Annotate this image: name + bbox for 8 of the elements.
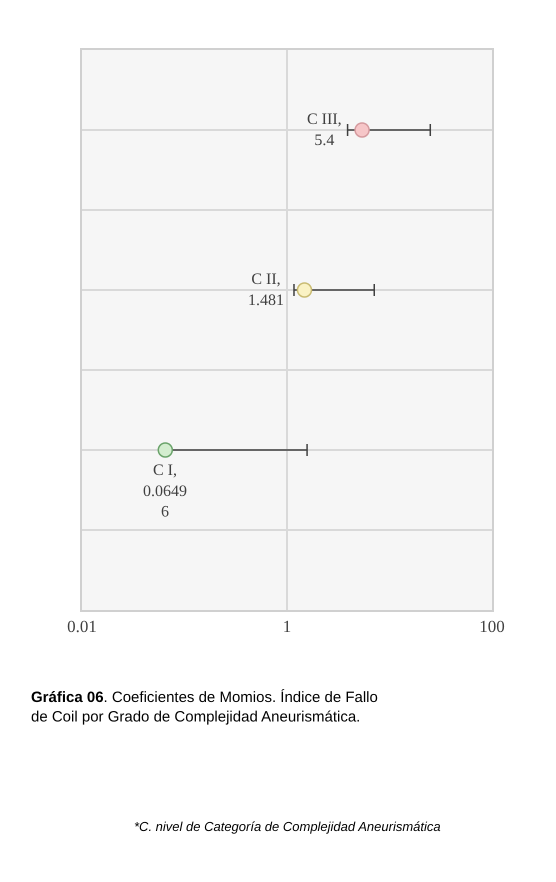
x-tick-label: 0.01	[67, 617, 97, 636]
x-tick-label: 100	[479, 617, 505, 636]
data-label: C I, 0.06496	[143, 462, 187, 521]
x-tick-label: 1	[282, 617, 292, 636]
data-label: C III, 5.4	[307, 111, 342, 149]
data-label: C II, 1.481	[248, 271, 284, 309]
text: *C. nivel de Categoría de Complejidad Aneurismática	[134, 819, 441, 834]
text: Gráfica 06. Coeficientes de Momios. Índice de Fallo de Coil por Grado de Complejidad Aneurismática.	[31, 688, 378, 726]
